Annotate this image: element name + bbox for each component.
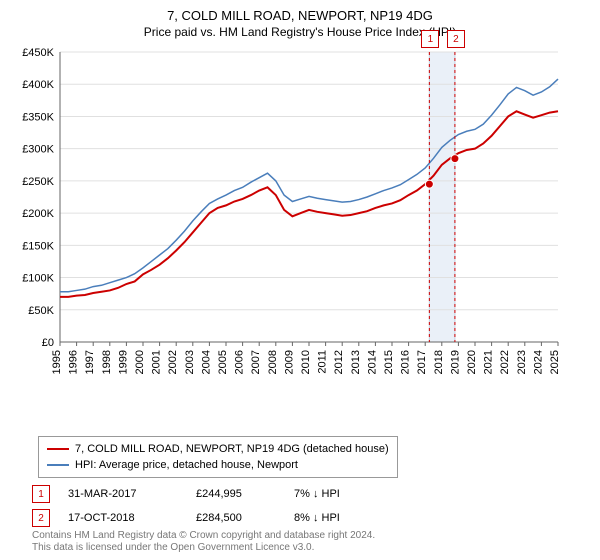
marker-diff-2: 8% ↓ HPI [294, 512, 374, 524]
svg-text:£400K: £400K [22, 79, 54, 91]
svg-text:2024: 2024 [532, 350, 544, 374]
marker-price-1: £244,995 [196, 488, 276, 500]
marker-row-2: 2 17-OCT-2018 £284,500 8% ↓ HPI [32, 506, 374, 530]
chart-marker-2: 2 [447, 30, 465, 48]
svg-text:2022: 2022 [499, 350, 511, 374]
legend-item-hpi: HPI: Average price, detached house, Newp… [47, 457, 389, 473]
svg-text:1998: 1998 [101, 350, 113, 374]
svg-text:£350K: £350K [22, 111, 54, 123]
svg-text:2013: 2013 [350, 350, 362, 374]
svg-text:2019: 2019 [449, 350, 461, 374]
svg-text:2015: 2015 [383, 350, 395, 374]
svg-text:2012: 2012 [333, 350, 345, 374]
svg-text:£300K: £300K [22, 144, 54, 156]
svg-text:2017: 2017 [416, 350, 428, 374]
svg-text:2025: 2025 [549, 350, 561, 374]
svg-text:2007: 2007 [250, 350, 262, 374]
marker-badge-1: 1 [32, 485, 50, 503]
marker-table: 1 31-MAR-2017 £244,995 7% ↓ HPI 2 17-OCT… [32, 482, 374, 530]
svg-text:2018: 2018 [433, 350, 445, 374]
legend-label-property: 7, COLD MILL ROAD, NEWPORT, NP19 4DG (de… [75, 441, 389, 457]
svg-text:£100K: £100K [22, 273, 54, 285]
svg-text:2002: 2002 [167, 350, 179, 374]
footer: Contains HM Land Registry data © Crown c… [32, 530, 375, 554]
svg-text:£50K: £50K [28, 305, 54, 317]
svg-text:2023: 2023 [516, 350, 528, 374]
legend: 7, COLD MILL ROAD, NEWPORT, NP19 4DG (de… [38, 436, 398, 478]
marker-price-2: £284,500 [196, 512, 276, 524]
marker-badge-2: 2 [32, 509, 50, 527]
svg-text:1996: 1996 [68, 350, 80, 374]
svg-text:2014: 2014 [366, 350, 378, 374]
svg-text:2003: 2003 [184, 350, 196, 374]
svg-text:2009: 2009 [283, 350, 295, 374]
svg-text:£450K: £450K [22, 47, 54, 59]
svg-text:£150K: £150K [22, 240, 54, 252]
chart: £0 £50K £100K £150K £200K £250K £300K £350K £400… [10, 46, 570, 396]
svg-text:£0: £0 [42, 337, 54, 349]
page-title: 7, COLD MILL ROAD, NEWPORT, NP19 4DG [0, 0, 600, 23]
legend-label-hpi: HPI: Average price, detached house, Newp… [75, 457, 298, 473]
marker-date-2: 17-OCT-2018 [68, 512, 178, 524]
svg-text:1999: 1999 [117, 350, 129, 374]
svg-text:2016: 2016 [400, 350, 412, 374]
chart-marker-1: 1 [421, 30, 439, 48]
svg-text:2001: 2001 [151, 350, 163, 374]
marker-date-1: 31-MAR-2017 [68, 488, 178, 500]
footer-line-1: Contains HM Land Registry data © Crown c… [32, 530, 375, 542]
marker-row-1: 1 31-MAR-2017 £244,995 7% ↓ HPI [32, 482, 374, 506]
svg-text:1997: 1997 [84, 350, 96, 374]
legend-swatch-hpi [47, 464, 69, 466]
svg-text:2006: 2006 [234, 350, 246, 374]
svg-text:£200K: £200K [22, 208, 54, 220]
svg-text:2011: 2011 [317, 350, 329, 374]
svg-text:£250K: £250K [22, 176, 54, 188]
legend-swatch-property [47, 448, 69, 450]
container: 7, COLD MILL ROAD, NEWPORT, NP19 4DG Pri… [0, 0, 600, 560]
svg-text:2021: 2021 [483, 350, 495, 374]
svg-text:2005: 2005 [217, 350, 229, 374]
svg-text:2010: 2010 [300, 350, 312, 374]
chart-svg: £0 £50K £100K £150K £200K £250K £300K £350K £400… [10, 46, 570, 396]
svg-text:2020: 2020 [466, 350, 478, 374]
footer-line-2: This data is licensed under the Open Gov… [32, 542, 375, 554]
svg-text:2004: 2004 [200, 350, 212, 374]
page-subtitle: Price paid vs. HM Land Registry's House … [0, 23, 600, 43]
svg-text:2008: 2008 [267, 350, 279, 374]
legend-item-property: 7, COLD MILL ROAD, NEWPORT, NP19 4DG (de… [47, 441, 389, 457]
svg-text:1995: 1995 [51, 350, 63, 374]
svg-text:2000: 2000 [134, 350, 146, 374]
marker-diff-1: 7% ↓ HPI [294, 488, 374, 500]
